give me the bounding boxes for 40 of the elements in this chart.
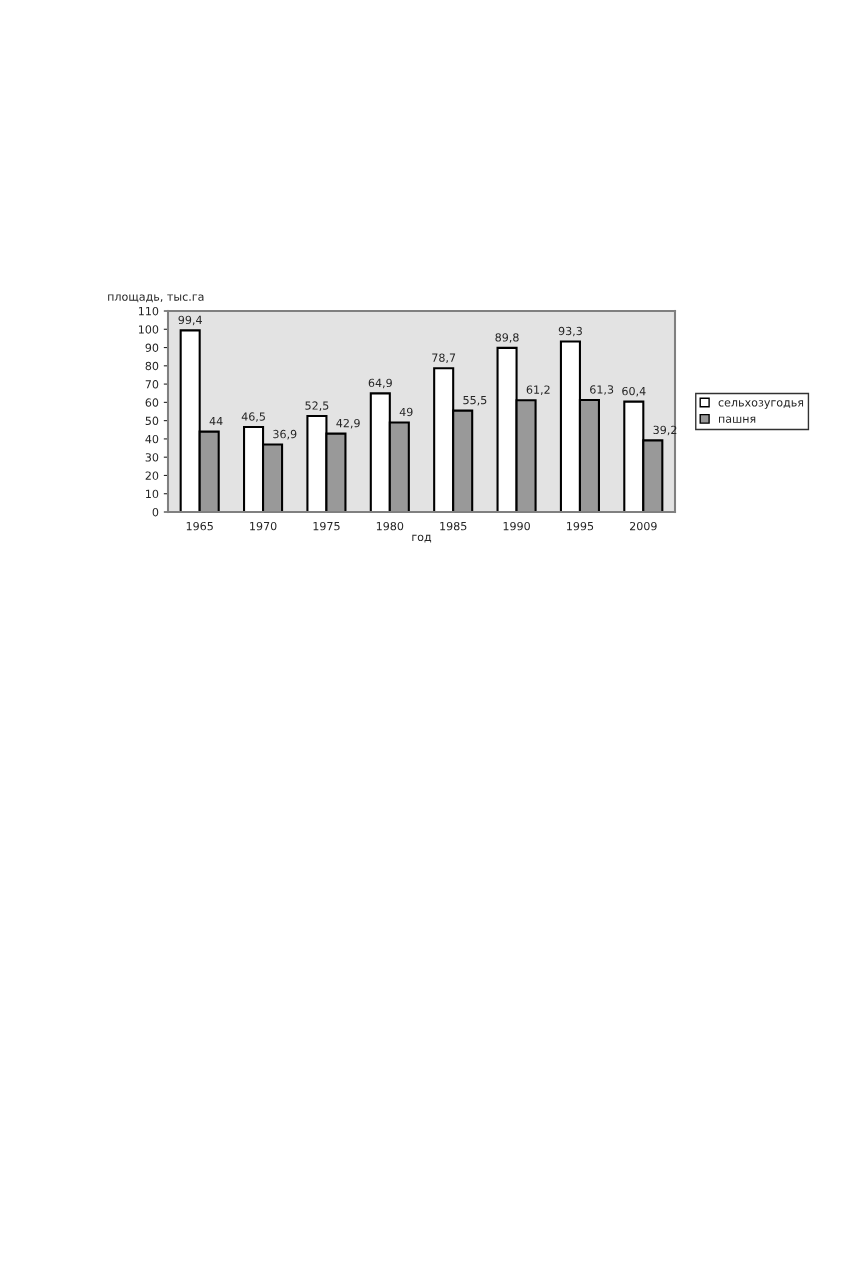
- y-tick-label: 50: [145, 416, 159, 426]
- y-tick-label: 90: [145, 343, 159, 352]
- y-axis-title: площадь, тыс.га: [108, 294, 204, 303]
- x-tick-label: 1990: [503, 521, 530, 531]
- legend-label: пашня: [719, 416, 756, 423]
- x-axis-title: год: [412, 534, 432, 543]
- data-label: 36,9: [273, 429, 297, 440]
- data-label: 78,7: [432, 353, 456, 364]
- y-tick-label: 10: [146, 489, 159, 499]
- y-tick-label: 70: [145, 380, 159, 389]
- data-label: 93,3: [558, 326, 582, 337]
- data-label: 46,5: [241, 412, 265, 422]
- x-tick-label: 1970: [250, 521, 277, 531]
- data-label: 61,3: [590, 385, 614, 395]
- data-label: 60,4: [622, 386, 646, 397]
- data-label: 64,9: [368, 378, 392, 389]
- y-tick-label: 110: [138, 306, 159, 316]
- data-label: 99,4: [178, 315, 202, 326]
- data-label: 39,2: [653, 425, 677, 436]
- data-label: 61,2: [526, 385, 550, 395]
- legend-label: сельхозугодья: [718, 400, 804, 409]
- x-tick-label: 1980: [376, 521, 404, 531]
- y-tick-label: 20: [145, 471, 159, 480]
- y-tick-label: 40: [145, 434, 159, 444]
- x-tick-label: 1995: [567, 521, 594, 531]
- data-label: 49: [399, 407, 413, 417]
- data-label: 42,9: [336, 418, 360, 429]
- y-tick-label: 30: [145, 453, 159, 462]
- x-tick-label: 2009: [629, 521, 657, 531]
- y-tick-label: 100: [138, 325, 159, 334]
- data-label: 55,5: [463, 396, 487, 406]
- x-tick-label: 1975: [313, 521, 340, 531]
- y-tick-label: 0: [152, 507, 159, 517]
- data-label: 52,5: [305, 401, 329, 411]
- y-tick-label: 60: [145, 398, 159, 407]
- x-tick-label: 1985: [440, 521, 467, 531]
- data-label: 89,8: [495, 333, 519, 343]
- data-label: 44: [209, 417, 223, 426]
- y-tick-label: 80: [145, 361, 159, 371]
- x-tick-label: 1965: [186, 521, 213, 531]
